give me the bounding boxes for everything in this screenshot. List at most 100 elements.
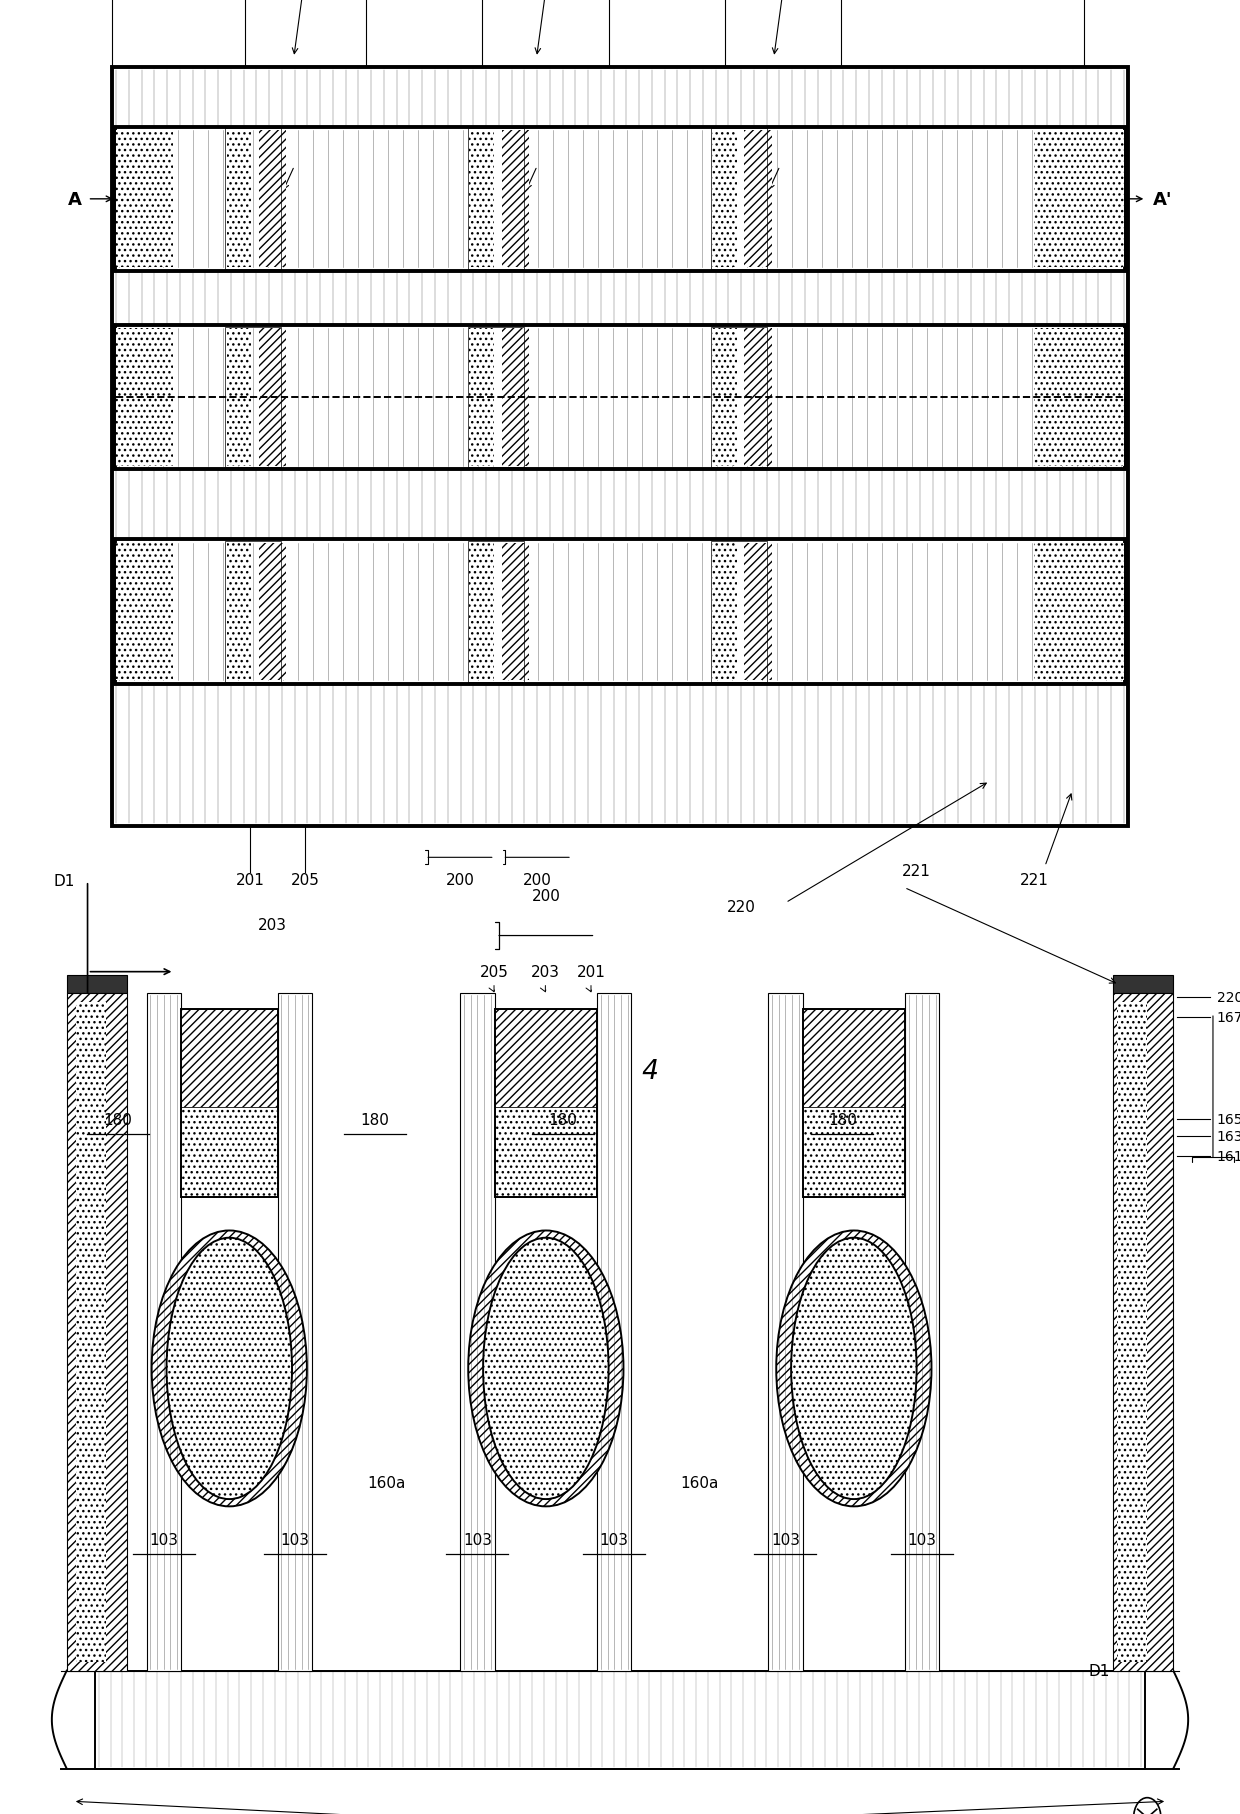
Text: 220: 220: [1216, 990, 1240, 1005]
Text: 203: 203: [258, 918, 286, 932]
Bar: [117, 131, 174, 268]
Bar: [117, 328, 174, 466]
Text: 167: 167: [1216, 1010, 1240, 1025]
Bar: [502, 544, 529, 680]
Bar: [1034, 328, 1123, 466]
Bar: [1112, 976, 1173, 992]
Bar: [495, 1009, 598, 1107]
Text: 180: 180: [361, 1112, 389, 1126]
Bar: [712, 544, 737, 680]
Bar: [502, 131, 529, 268]
Bar: [259, 328, 286, 466]
Text: 200: 200: [532, 889, 560, 903]
Bar: [711, 542, 766, 682]
Text: 205: 205: [480, 965, 508, 980]
Text: 103: 103: [280, 1533, 309, 1547]
Text: D1: D1: [1089, 1663, 1110, 1678]
Bar: [744, 131, 771, 268]
Bar: [1034, 131, 1123, 268]
Bar: [802, 1009, 810, 1197]
Bar: [115, 325, 1125, 470]
Bar: [905, 992, 940, 1671]
Ellipse shape: [151, 1230, 308, 1506]
Text: 221: 221: [1019, 873, 1048, 887]
Bar: [470, 544, 495, 680]
Text: 180: 180: [548, 1112, 578, 1126]
Text: D1: D1: [53, 874, 76, 889]
Bar: [1034, 544, 1123, 680]
Bar: [117, 544, 174, 680]
Bar: [278, 992, 312, 1671]
Bar: [1116, 1001, 1147, 1662]
Bar: [712, 131, 737, 268]
Ellipse shape: [776, 1230, 931, 1506]
Text: 180: 180: [828, 1112, 857, 1126]
Bar: [469, 327, 525, 468]
Bar: [113, 67, 1127, 827]
Bar: [67, 976, 128, 992]
Bar: [712, 328, 737, 466]
Bar: [744, 328, 771, 466]
Text: 163: 163: [1216, 1128, 1240, 1143]
Text: FIG. 4: FIG. 4: [582, 1059, 658, 1085]
Bar: [470, 328, 495, 466]
Bar: [270, 1009, 278, 1197]
Bar: [898, 1009, 905, 1197]
Text: 220: 220: [727, 900, 756, 914]
Bar: [259, 131, 286, 268]
Bar: [181, 1107, 278, 1197]
Bar: [115, 541, 1125, 684]
Text: 221: 221: [903, 863, 931, 878]
Text: 103: 103: [149, 1533, 179, 1547]
Bar: [590, 1009, 598, 1197]
Text: 103: 103: [771, 1533, 800, 1547]
Ellipse shape: [469, 1230, 624, 1506]
Text: 165: 165: [1216, 1112, 1240, 1126]
Text: A: A: [67, 190, 82, 209]
Bar: [744, 544, 771, 680]
Bar: [67, 992, 128, 1671]
Bar: [495, 1107, 598, 1197]
Bar: [95, 1671, 1145, 1769]
Bar: [502, 328, 529, 466]
Text: 201: 201: [236, 873, 264, 887]
Bar: [802, 1009, 905, 1197]
Text: 205: 205: [291, 873, 320, 887]
Bar: [1112, 992, 1173, 1671]
Bar: [226, 327, 281, 468]
Ellipse shape: [791, 1237, 916, 1498]
Bar: [226, 542, 281, 682]
Bar: [181, 1009, 278, 1107]
Bar: [227, 131, 252, 268]
Text: 203: 203: [532, 965, 560, 980]
Bar: [802, 1107, 905, 1197]
Ellipse shape: [166, 1237, 293, 1498]
Bar: [76, 1001, 105, 1662]
Ellipse shape: [484, 1237, 609, 1498]
Bar: [227, 328, 252, 466]
Bar: [469, 542, 525, 682]
Bar: [495, 1009, 598, 1197]
Text: 160a: 160a: [681, 1475, 719, 1489]
Bar: [227, 544, 252, 680]
Bar: [259, 544, 286, 680]
Bar: [711, 129, 766, 270]
Text: 160a: 160a: [367, 1475, 405, 1489]
Text: 161: 161: [1216, 1150, 1240, 1163]
Text: 103: 103: [463, 1533, 492, 1547]
Bar: [226, 129, 281, 270]
Bar: [460, 992, 495, 1671]
Bar: [769, 992, 802, 1671]
Bar: [115, 127, 1125, 272]
Bar: [802, 1009, 905, 1107]
Bar: [181, 1009, 278, 1197]
Text: 180: 180: [104, 1112, 133, 1126]
Text: D2: D2: [100, 1023, 122, 1038]
Bar: [469, 129, 525, 270]
Text: 201: 201: [577, 965, 606, 980]
Text: 103: 103: [908, 1533, 936, 1547]
Text: 103: 103: [600, 1533, 629, 1547]
Bar: [495, 1009, 502, 1197]
Text: A': A': [1152, 190, 1172, 209]
Text: 200: 200: [445, 873, 475, 887]
